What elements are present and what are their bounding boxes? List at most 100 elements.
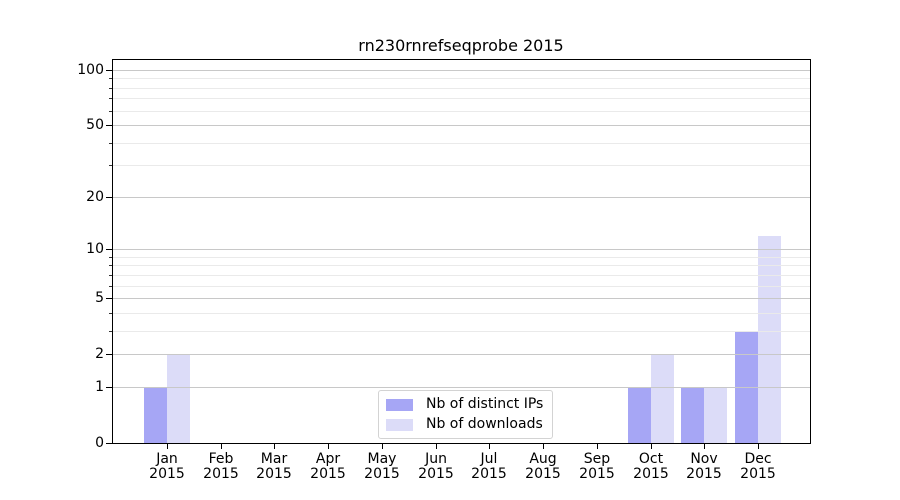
gridline-minor-70	[113, 98, 810, 99]
x-tick-mar	[274, 444, 275, 449]
y-tick-label-50: 50	[86, 117, 104, 133]
gridline-minor-9	[113, 257, 810, 258]
gridline-minor-80	[113, 88, 810, 89]
x-tick-nov	[704, 444, 705, 449]
gridline-minor-8	[113, 265, 810, 266]
x-tick-month: Dec	[744, 451, 772, 467]
x-tick-may	[382, 444, 383, 449]
y-minor-tick-80	[109, 88, 112, 89]
y-minor-tick-90	[109, 78, 112, 79]
x-tick-label-mar: Mar 2015	[242, 452, 306, 482]
x-tick-month: Jan	[156, 451, 178, 467]
x-tick-month: Jun	[425, 451, 447, 467]
x-tick-label-sep: Sep 2015	[565, 452, 629, 482]
x-tick-year: 2015	[256, 466, 292, 482]
left-spine	[112, 59, 113, 444]
x-tick-aug	[543, 444, 544, 449]
gridline-minor-7	[113, 275, 810, 276]
x-tick-label-apr: Apr 2015	[296, 452, 360, 482]
y-minor-tick-3	[109, 331, 112, 332]
x-tick-jan	[167, 444, 168, 449]
x-tick-label-dec: Dec 2015	[726, 452, 790, 482]
x-tick-month: Oct	[638, 451, 664, 467]
right-spine	[810, 59, 811, 444]
y-tick-label-100: 100	[77, 62, 104, 78]
bar-nb-of-downloads-dec	[758, 236, 781, 443]
gridline-major-5	[113, 298, 810, 299]
x-tick-label-jul: Jul 2015	[457, 452, 521, 482]
bar-nb-of-downloads-jan	[167, 354, 190, 443]
y-major-tick-20	[106, 197, 112, 198]
y-tick-label-2: 2	[95, 346, 104, 362]
x-tick-oct	[651, 444, 652, 449]
gridline-major-1	[113, 387, 810, 388]
bar-nb-of-distinct-ips-oct	[628, 387, 651, 443]
gridline-minor-60	[113, 111, 810, 112]
x-tick-label-aug: Aug 2015	[511, 452, 575, 482]
x-tick-year: 2015	[471, 466, 507, 482]
legend-row-downloads: Nb of downloads	[386, 416, 543, 433]
y-minor-tick-60	[109, 111, 112, 112]
x-tick-month: Mar	[260, 451, 288, 467]
legend-row-distinct-ips: Nb of distinct IPs	[386, 396, 543, 413]
bar-nb-of-distinct-ips-jan	[144, 387, 167, 443]
bar-nb-of-downloads-nov	[704, 387, 727, 443]
y-major-tick-5	[106, 298, 112, 299]
x-tick-jun	[436, 444, 437, 449]
y-major-tick-10	[106, 249, 112, 250]
x-tick-label-jan: Jan 2015	[135, 452, 199, 482]
legend-label-downloads: Nb of downloads	[426, 416, 543, 432]
x-tick-year: 2015	[525, 466, 561, 482]
x-tick-jul	[489, 444, 490, 449]
x-tick-year: 2015	[149, 466, 185, 482]
y-minor-tick-9	[109, 257, 112, 258]
x-tick-dec	[758, 444, 759, 449]
y-minor-tick-70	[109, 98, 112, 99]
x-tick-feb	[221, 444, 222, 449]
x-tick-year: 2015	[364, 466, 400, 482]
y-tick-label-0: 0	[95, 435, 104, 451]
y-minor-tick-4	[109, 313, 112, 314]
y-tick-label-10: 10	[86, 241, 104, 257]
x-tick-month: Jul	[480, 451, 498, 467]
y-minor-tick-8	[109, 265, 112, 266]
y-major-tick-100	[106, 70, 112, 71]
y-major-tick-0	[106, 443, 112, 444]
gridline-major-100	[113, 70, 810, 71]
x-tick-year: 2015	[579, 466, 615, 482]
y-minor-tick-30	[109, 165, 112, 166]
x-tick-month: Feb	[208, 451, 234, 467]
legend-swatch-downloads	[386, 418, 413, 431]
y-major-tick-1	[106, 387, 112, 388]
bottom-spine	[112, 443, 811, 444]
y-minor-tick-7	[109, 275, 112, 276]
y-tick-label-5: 5	[95, 290, 104, 306]
gridline-major-20	[113, 197, 810, 198]
x-tick-label-jun: Jun 2015	[404, 452, 468, 482]
gridline-minor-90	[113, 78, 810, 79]
x-tick-year: 2015	[418, 466, 454, 482]
legend-label-distinct-ips: Nb of distinct IPs	[426, 396, 544, 412]
y-minor-tick-6	[109, 286, 112, 287]
bar-nb-of-downloads-oct	[651, 354, 674, 443]
y-major-tick-2	[106, 354, 112, 355]
x-tick-label-oct: Oct 2015	[619, 452, 683, 482]
x-tick-month: Sep	[583, 451, 611, 467]
x-tick-year: 2015	[203, 466, 239, 482]
bar-nb-of-distinct-ips-nov	[681, 387, 704, 443]
x-tick-month: May	[367, 451, 397, 467]
y-minor-tick-40	[109, 143, 112, 144]
legend: Nb of distinct IPs Nb of downloads	[378, 390, 554, 439]
top-spine	[112, 59, 811, 60]
x-tick-label-may: May 2015	[350, 452, 414, 482]
x-tick-year: 2015	[633, 466, 669, 482]
gridline-major-2	[113, 354, 810, 355]
x-tick-year: 2015	[740, 466, 776, 482]
plot-area	[113, 60, 810, 443]
x-tick-label-feb: Feb 2015	[189, 452, 253, 482]
x-tick-year: 2015	[686, 466, 722, 482]
x-tick-sep	[597, 444, 598, 449]
legend-swatch-distinct-ips	[386, 398, 413, 411]
